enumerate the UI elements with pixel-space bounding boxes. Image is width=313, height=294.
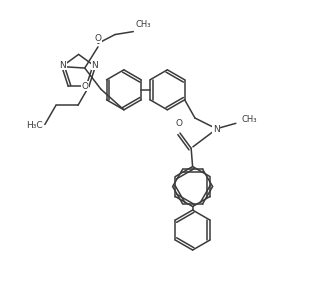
Text: N: N — [91, 61, 98, 70]
Text: N: N — [59, 61, 66, 70]
Text: O: O — [175, 119, 182, 128]
Text: O: O — [95, 34, 101, 43]
Text: CH₃: CH₃ — [136, 20, 151, 29]
Text: H₃C: H₃C — [26, 121, 43, 130]
Text: CH₃: CH₃ — [242, 115, 257, 124]
Text: N: N — [213, 125, 219, 134]
Text: O: O — [82, 82, 89, 91]
